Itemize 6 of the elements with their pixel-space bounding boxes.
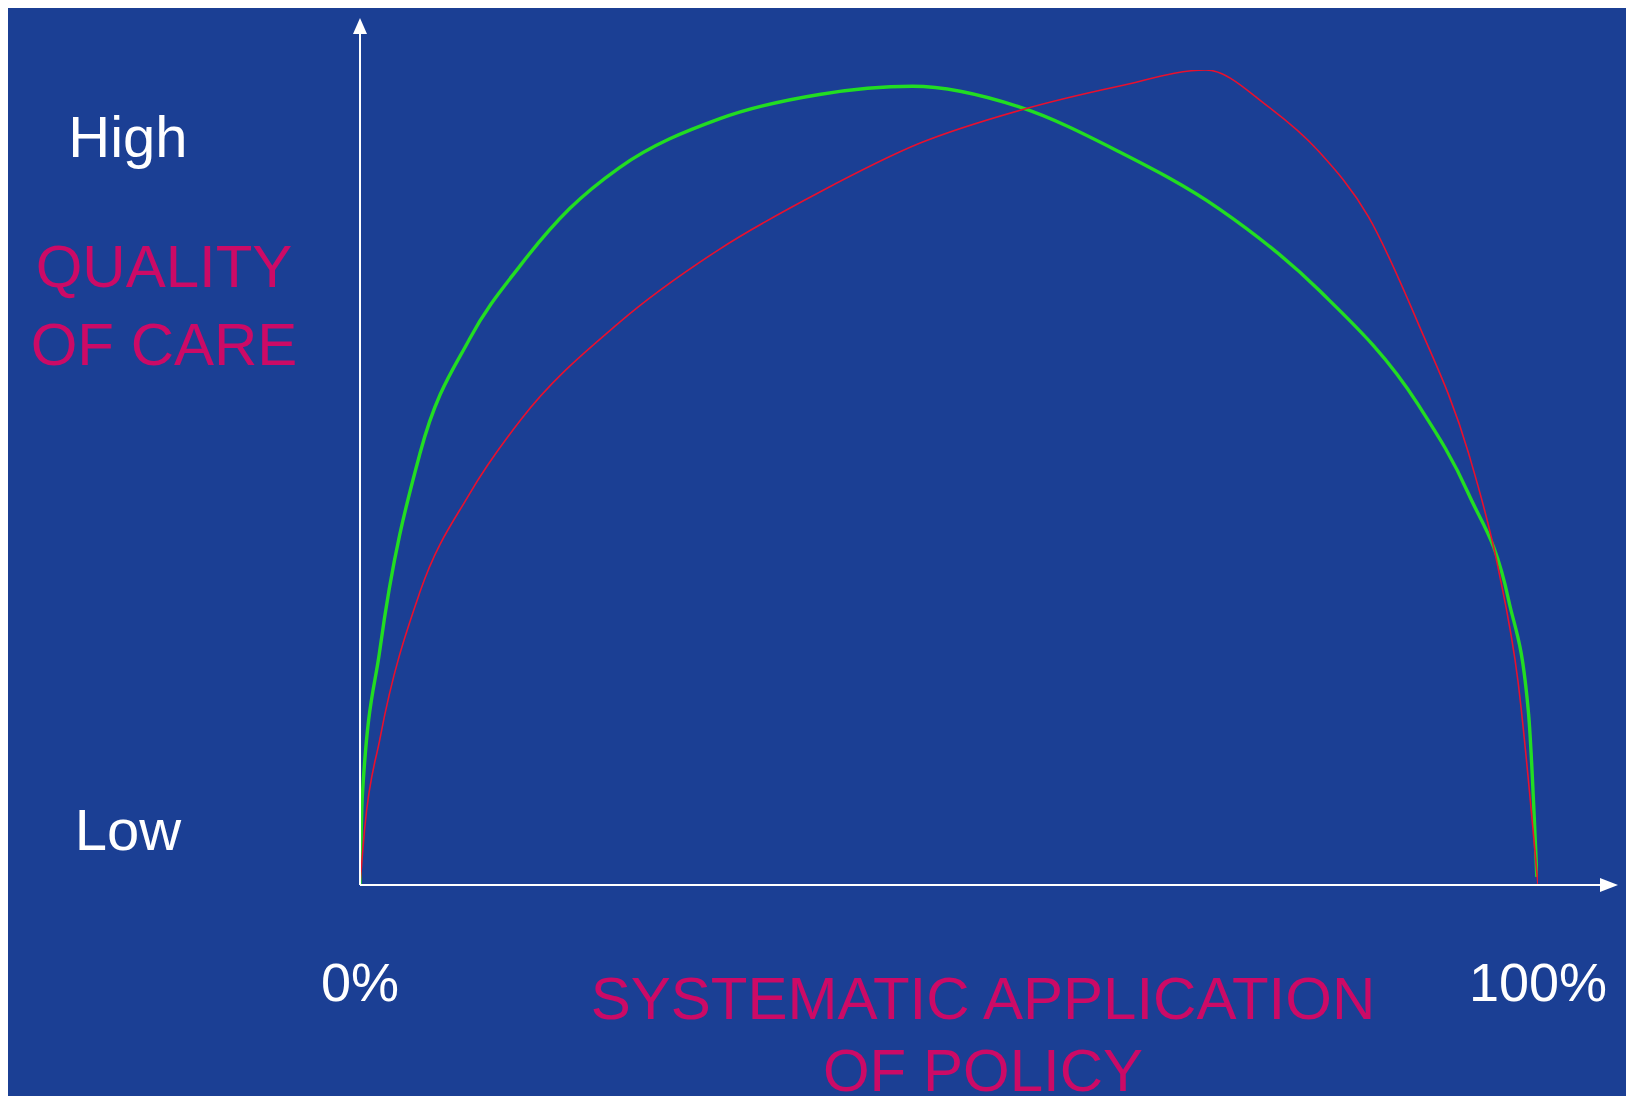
x-axis-title: SYSTEMATIC APPLICATION OF POLICY [589,964,1377,1096]
x-tick-label: 0% [320,952,400,1013]
x-tick-label: 100% [1468,952,1608,1013]
text: High [67,103,189,170]
text: Low [73,796,183,863]
y-axis-title: QUALITY OF CARE [29,232,299,380]
